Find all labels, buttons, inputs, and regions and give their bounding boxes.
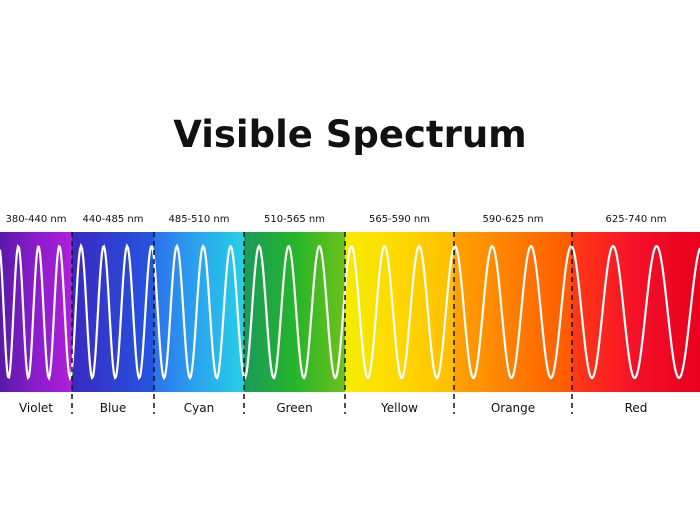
- title: Visible Spectrum: [173, 113, 527, 156]
- band: [154, 232, 244, 392]
- wavelength-range: 565-590 nm: [369, 214, 430, 225]
- band: [345, 232, 454, 392]
- band: [454, 232, 572, 392]
- wavelength-range: 380-440 nm: [5, 214, 66, 225]
- color-name: Red: [625, 401, 648, 415]
- wavelength-range: 625-740 nm: [605, 214, 666, 225]
- color-name: Cyan: [184, 401, 214, 415]
- band: [244, 232, 345, 392]
- wavelength-range: 440-485 nm: [82, 214, 143, 225]
- wave: [0, 242, 700, 382]
- wavelength-range: 485-510 nm: [168, 214, 229, 225]
- color-name: Orange: [491, 401, 535, 415]
- band: [572, 232, 700, 392]
- color-name: Blue: [100, 401, 127, 415]
- wavelength-range: 510-565 nm: [264, 214, 325, 225]
- color-name: Green: [276, 401, 312, 415]
- wavelength-range: 590-625 nm: [482, 214, 543, 225]
- color-name: Yellow: [380, 401, 418, 415]
- color-name: Violet: [19, 401, 53, 415]
